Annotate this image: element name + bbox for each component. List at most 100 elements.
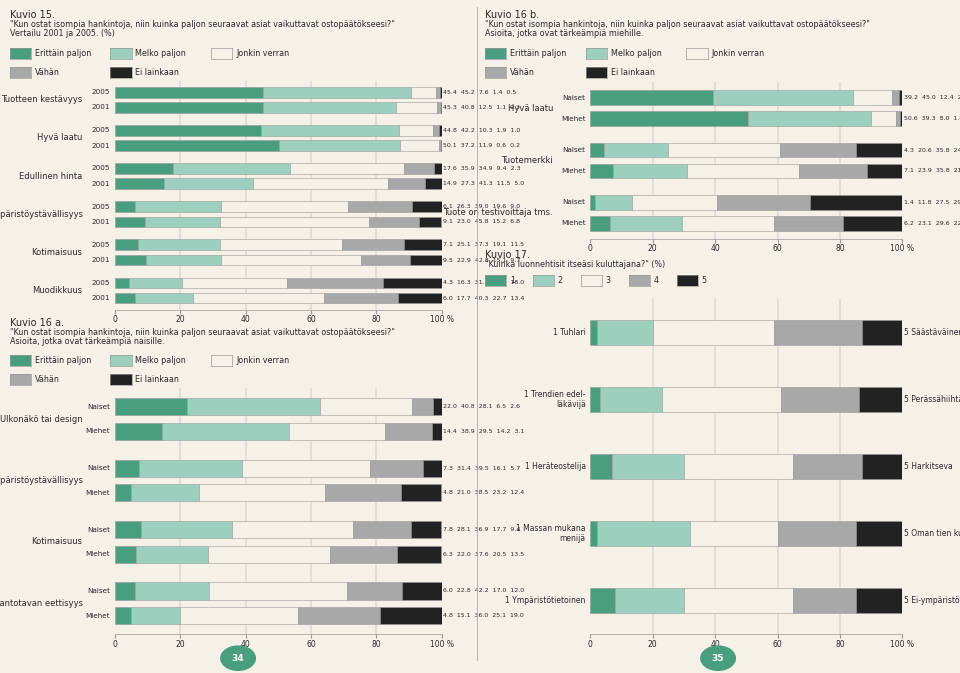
Bar [261, 125, 399, 136]
Bar [173, 163, 290, 174]
Text: Asioita, jotka ovat tärkeämpiä naisille.: Asioita, jotka ovat tärkeämpiä naisille. [10, 336, 164, 345]
Text: Ei lainkaan: Ei lainkaan [135, 375, 180, 384]
Bar [325, 484, 401, 501]
Bar [115, 163, 173, 174]
Bar [330, 546, 397, 563]
Text: Naiset: Naiset [563, 147, 586, 153]
Text: Vähän: Vähän [35, 375, 60, 384]
Bar [290, 163, 404, 174]
Bar [439, 140, 441, 151]
Bar [799, 164, 867, 178]
Text: 2005: 2005 [92, 242, 110, 248]
Text: Jonkin verran: Jonkin verran [236, 356, 289, 365]
Text: 1 Massan mukana
menijä: 1 Massan mukana menijä [516, 524, 586, 543]
Bar [404, 163, 435, 174]
Text: 2001: 2001 [92, 181, 110, 186]
Bar [871, 111, 896, 126]
Text: 35: 35 [711, 653, 725, 663]
Text: 4.3  16.3  31.9  29.6  18.0: 4.3 16.3 31.9 29.6 18.0 [444, 281, 524, 285]
Bar [370, 217, 420, 227]
Bar [115, 398, 187, 415]
Text: 1 Heräteostelija: 1 Heräteostelija [524, 462, 586, 471]
Bar [397, 546, 442, 563]
Bar [855, 588, 902, 613]
Bar [604, 143, 668, 157]
Bar [383, 277, 442, 288]
Bar [775, 320, 862, 345]
Text: Vähän: Vähän [510, 68, 535, 77]
Text: Ei lainkaan: Ei lainkaan [135, 68, 180, 77]
Text: 2001: 2001 [92, 104, 110, 110]
Text: 2005: 2005 [92, 204, 110, 209]
Text: 2005: 2005 [92, 90, 110, 95]
Bar [867, 164, 903, 178]
Text: 50.6  39.3  8.0  1.4  0.7: 50.6 39.3 8.0 1.4 0.7 [904, 116, 960, 121]
Bar [388, 178, 425, 189]
Text: Erittäin paljon: Erittäin paljon [35, 356, 91, 365]
Bar [590, 521, 596, 546]
Text: 5 Harkitseva: 5 Harkitseva [904, 462, 952, 471]
Text: 9.5  22.9  42.8  15.1  9.7: 9.5 22.9 42.8 15.1 9.7 [444, 258, 520, 262]
Text: Miehet: Miehet [85, 490, 110, 496]
Bar [662, 386, 780, 412]
Bar [252, 178, 388, 189]
Text: 5 Ei-ympäristötietoinen: 5 Ei-ympäristötietoinen [904, 596, 960, 605]
Text: 7.8  28.1  36.9  17.7  9.4: 7.8 28.1 36.9 17.7 9.4 [444, 527, 520, 532]
Text: Erittäin paljon: Erittäin paljon [510, 49, 566, 59]
Bar [653, 320, 775, 345]
Bar [130, 277, 182, 288]
Bar [398, 293, 442, 304]
Bar [411, 521, 442, 538]
Text: Tuote on testivoittaja tms.: Tuote on testivoittaja tms. [444, 208, 553, 217]
Bar [379, 607, 442, 624]
Bar [404, 240, 442, 250]
Bar [590, 386, 600, 412]
Text: Melko paljon: Melko paljon [611, 49, 661, 59]
Bar [115, 546, 135, 563]
Bar [207, 546, 330, 563]
Text: Hyvä laatu: Hyvä laatu [37, 133, 83, 143]
Bar [590, 195, 595, 210]
Bar [853, 90, 892, 105]
Bar [684, 588, 793, 613]
Bar [386, 423, 432, 440]
Bar [289, 423, 386, 440]
Bar [809, 195, 902, 210]
Bar [399, 125, 433, 136]
Bar [590, 143, 604, 157]
Text: 2001: 2001 [92, 219, 110, 225]
Bar [115, 423, 162, 440]
Text: 1: 1 [510, 276, 515, 285]
Text: Jonkin verran: Jonkin verran [711, 49, 764, 59]
Bar [590, 216, 610, 231]
Text: Tuotantotavan eettisyys: Tuotantotavan eettisyys [0, 599, 83, 608]
Bar [780, 386, 858, 412]
Bar [858, 386, 902, 412]
Text: 7.3  31.4  39.5  16.1  5.7: 7.3 31.4 39.5 16.1 5.7 [444, 466, 520, 470]
Bar [900, 111, 902, 126]
Bar [437, 102, 441, 113]
Bar [115, 217, 145, 227]
Text: 4.8  21.0  38.5  23.2  12.4: 4.8 21.0 38.5 23.2 12.4 [444, 490, 524, 495]
Bar [193, 293, 324, 304]
Bar [855, 521, 902, 546]
Text: 2005: 2005 [92, 127, 110, 133]
Text: Erittäin paljon: Erittäin paljon [35, 49, 91, 59]
Bar [135, 201, 221, 212]
Text: 1.4  11.8  27.5  29.6  29.6: 1.4 11.8 27.5 29.6 29.6 [904, 200, 960, 205]
Bar [115, 293, 134, 304]
Text: Naiset: Naiset [87, 588, 110, 594]
Text: Ympäristöystävällisyys: Ympäristöystävällisyys [0, 210, 83, 219]
Text: 39.2  45.0  12.4  2.3  1.2: 39.2 45.0 12.4 2.3 1.2 [904, 96, 960, 100]
Text: Kuvio 16 b.: Kuvio 16 b. [485, 10, 540, 20]
Bar [141, 521, 232, 538]
Bar [590, 111, 748, 126]
Bar [778, 521, 855, 546]
Bar [115, 240, 138, 250]
Bar [115, 582, 134, 600]
Bar [615, 588, 684, 613]
Text: 2005: 2005 [92, 166, 110, 172]
Bar [115, 254, 146, 265]
Bar [361, 254, 410, 265]
Text: Edullinen hinta: Edullinen hinta [19, 172, 83, 180]
